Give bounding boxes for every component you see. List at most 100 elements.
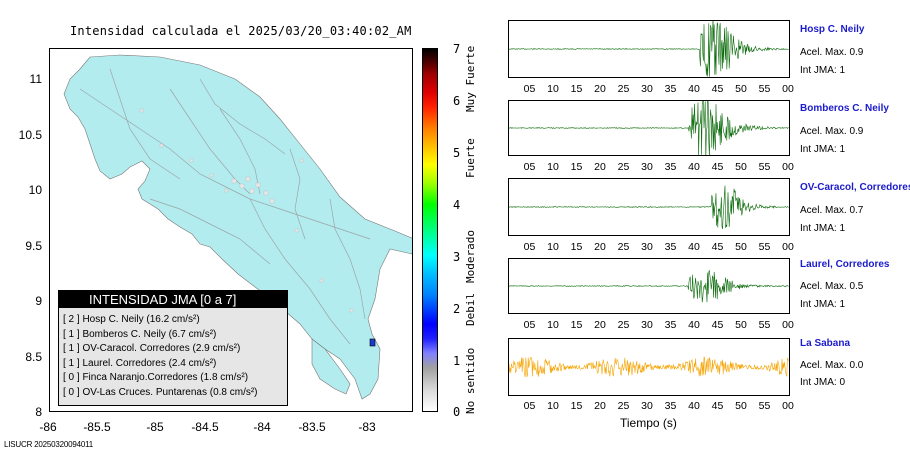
scale-word: No sentido [464,347,477,414]
time-tick-label: 10 [547,319,559,331]
time-tick-label: 15 [570,161,583,173]
map-y-tick: 8.5 [25,350,42,364]
time-tick-label: 55 [758,161,771,173]
trace-station-name: Bomberos C. Neily [800,103,889,114]
trace-panel-1 [508,97,790,159]
time-tick-label: 45 [711,161,724,173]
time-tick-label: 55 [758,241,771,253]
time-tick-label: 10 [547,241,559,253]
time-tick-label: 30 [641,83,653,95]
time-tick-label: 15 [570,319,583,331]
trace-panel-2 [508,178,790,236]
time-tick-label: 20 [594,161,606,173]
time-tick-label: 40 [688,241,700,253]
station-marker[interactable] [369,338,376,347]
trace-accel: Acel. Max. 0.9 [800,126,864,137]
time-tick-label: 05 [523,161,536,173]
map-y-tick: 11 [29,72,42,86]
seismogram-trace [508,17,789,77]
scale-number: 1 [453,354,461,368]
scale-word: Debil [464,292,477,326]
map-y-tick: 10 [28,183,42,197]
scale-number: 7 [453,42,461,56]
time-tick-label: 45 [711,400,724,412]
trace-station-name: La Sabana [800,338,851,349]
map-y-tick: 8 [35,405,42,419]
time-tick-label: 20 [594,319,606,331]
trace-station-name: Hosp C. Neily [800,24,865,35]
time-tick-label: 50 [735,319,747,331]
scale-number: 5 [453,146,461,160]
trace-panel-4 [508,338,790,396]
time-tick-label: 10 [547,400,559,412]
seismogram-trace [508,185,789,230]
scale-word: Moderado [464,230,477,283]
scale-number: 0 [453,405,461,419]
city-markers [139,108,354,313]
time-tick-label: 00 [782,83,794,95]
costa-rica-map-svg [63,54,412,400]
scale-number: 4 [453,198,461,212]
time-tick-label: 15 [570,241,583,253]
time-tick-label: 50 [735,241,747,253]
time-tick-label: 40 [688,161,700,173]
legend-item: [ 1 ] Laurel. Corredores (2.4 cm/s²) [63,357,217,369]
time-tick-label: 15 [570,400,583,412]
legend-item: [ 1 ] Bomberos C. Neily (6.7 cm/s²) [63,328,217,340]
legend-item: [ 1 ] OV-Caracol. Corredores (2.9 cm/s²) [63,343,241,355]
scale-number: 6 [453,94,461,108]
trace-accel: Acel. Max. 0.5 [800,281,864,292]
time-tick-label: 45 [711,241,724,253]
scale-number: 2 [453,302,461,316]
trace-station-name: OV-Caracol, Corredores [800,182,910,193]
legend-title: INTENSIDAD JMA [0 a 7] [59,291,287,308]
scale-number: 3 [453,250,461,264]
map-x-tick: -85.5 [83,420,111,434]
time-tick-label: 40 [688,83,700,95]
map-x-tick: -84.5 [191,420,219,434]
legend-item: [ 0 ] Finca Naranjo.Corredores (1.8 cm/s… [63,372,249,384]
trace-accel: Acel. Max. 0.7 [800,205,864,216]
time-tick-label: 35 [664,319,677,331]
time-tick-label: 25 [617,83,630,95]
time-axis-label: Tiempo (s) [620,416,677,430]
time-tick-label: 25 [617,400,630,412]
trace-jma: Int JMA: 1 [800,299,846,310]
trace-jma: Int JMA: 0 [800,377,846,388]
time-tick-label: 50 [735,83,747,95]
time-tick-label: 00 [782,161,794,173]
scale-word: Muy Fuerte [464,45,477,112]
time-tick-label: 40 [688,319,700,331]
scale-word: Fuerte [464,138,477,178]
time-tick-label: 30 [641,400,653,412]
trace-panel-0 [508,17,790,78]
time-tick-label: 25 [617,241,630,253]
trace-panel-3 [508,258,790,314]
time-tick-label: 05 [523,319,536,331]
time-tick-label: 50 [735,161,747,173]
legend-item: [ 2 ] Hosp C. Neily (16.2 cm/s²) [63,314,200,325]
time-tick-label: 40 [688,400,700,412]
trace-accel: Acel. Max. 0.0 [800,360,864,371]
time-tick-label: 35 [664,161,677,173]
time-tick-label: 00 [782,400,794,412]
trace-jma: Int JMA: 1 [800,144,846,155]
time-tick-label: 00 [782,319,794,331]
map-y-tick: 9.5 [25,239,42,253]
map-x-tick: -83 [358,420,376,434]
map-x-tick: -83.5 [298,420,326,434]
time-tick-label: 25 [617,161,630,173]
time-tick-label: 30 [641,319,653,331]
time-tick-label: 35 [664,400,677,412]
time-tick-label: 30 [641,241,653,253]
time-tick-label: 55 [758,83,771,95]
time-tick-label: 10 [547,161,559,173]
legend-item: [ 0 ] OV-Las Cruces. Puntarenas (0.8 cm/… [63,386,258,398]
seismogram-trace [508,269,789,303]
intensity-color-scale [422,48,438,412]
time-tick-label: 35 [664,83,677,95]
seismogram-trace [508,356,789,377]
time-tick-label: 20 [594,83,606,95]
map-y-tick: 10.5 [18,128,42,142]
trace-jma: Int JMA: 1 [800,223,846,234]
